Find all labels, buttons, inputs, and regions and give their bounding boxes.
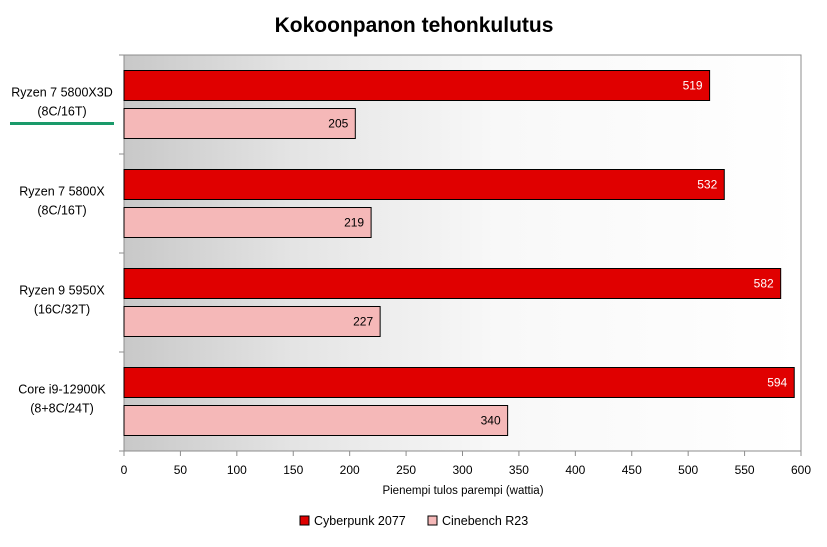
category-label-cores: (8C/16T) xyxy=(37,105,86,119)
category-label: Ryzen 9 5950X (16C/32T) xyxy=(19,284,105,317)
category-label-name: Ryzen 7 5800X3D xyxy=(11,86,112,100)
x-tick-label: 350 xyxy=(509,463,529,477)
category-label: Ryzen 7 5800X3D (8C/16T) xyxy=(11,86,112,119)
bars: 519 205 532 219 582 227 594 340 xyxy=(123,70,795,436)
bar-value-label: 219 xyxy=(344,216,364,230)
category-label-cores: (16C/32T) xyxy=(34,303,90,317)
bar-cinebench xyxy=(123,306,381,337)
legend-label: Cyberpunk 2077 xyxy=(314,514,406,528)
x-tick-label: 300 xyxy=(452,463,472,477)
x-axis-title: Pienempi tulos parempi (wattia) xyxy=(382,485,543,497)
category-axis: Ryzen 7 5800X3D (8C/16T) Ryzen 7 5800X (8C/… xyxy=(10,54,124,452)
x-tick-label: 400 xyxy=(565,463,585,477)
category-label-name: Ryzen 9 5950X xyxy=(19,284,105,298)
bar-value-label: 594 xyxy=(767,376,787,390)
x-tick-label: 250 xyxy=(396,463,416,477)
x-tick-label: 50 xyxy=(174,463,188,477)
x-tick-label: 200 xyxy=(340,463,360,477)
x-tick-label: 550 xyxy=(735,463,755,477)
bar-cinebench xyxy=(123,108,356,139)
x-tick-label: 100 xyxy=(227,463,247,477)
category-label-name: Core i9-12900K xyxy=(18,383,106,397)
legend-swatch xyxy=(427,515,438,526)
legend-swatch xyxy=(299,515,310,526)
x-tick-label: 150 xyxy=(283,463,303,477)
category-label-cores: (8+8C/24T) xyxy=(30,402,94,416)
category-label: Core i9-12900K (8+8C/24T) xyxy=(18,383,106,416)
bar-cyberpunk xyxy=(123,70,711,101)
category-label-name: Ryzen 7 5800X xyxy=(19,185,105,199)
bar-value-label: 582 xyxy=(754,277,774,291)
bar-cyberpunk xyxy=(123,268,782,299)
bar-cinebench xyxy=(123,207,372,238)
category-label: Ryzen 7 5800X (8C/16T) xyxy=(19,185,105,218)
bar-value-label: 227 xyxy=(353,315,373,329)
value-axis: 0 50 100 150 200 250 300 350 400 450 500 550 600 xyxy=(121,451,811,477)
bar-value-label: 340 xyxy=(481,414,501,428)
x-tick-label: 500 xyxy=(678,463,698,477)
x-tick-label: 0 xyxy=(121,463,128,477)
chart-title: Kokoonpanon tehonkulutus xyxy=(275,14,554,37)
x-tick-label: 600 xyxy=(791,463,811,477)
bar-value-label: 205 xyxy=(328,117,348,131)
x-tick-label: 450 xyxy=(622,463,642,477)
legend: Cyberpunk 2077 Cinebench R23 xyxy=(299,514,528,528)
legend-label: Cinebench R23 xyxy=(442,514,528,528)
bar-cyberpunk xyxy=(123,367,795,398)
bar-cyberpunk xyxy=(123,169,725,200)
bar-value-label: 532 xyxy=(697,178,717,192)
category-label-cores: (8C/16T) xyxy=(37,204,86,218)
bar-cinebench xyxy=(123,405,509,436)
bar-value-label: 519 xyxy=(683,79,703,93)
